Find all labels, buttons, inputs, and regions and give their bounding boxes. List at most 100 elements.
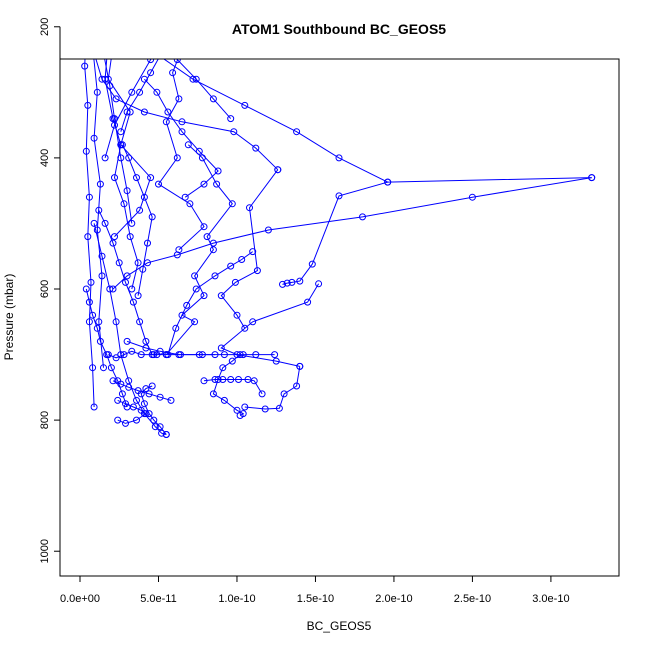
data-point bbox=[101, 50, 107, 56]
series-line bbox=[163, 59, 592, 183]
series-30 bbox=[118, 141, 156, 300]
data-point bbox=[128, 88, 136, 96]
data-point bbox=[134, 292, 142, 300]
data-point bbox=[122, 278, 129, 286]
data-point bbox=[110, 43, 116, 49]
data-point bbox=[147, 59, 155, 64]
data-point bbox=[228, 357, 236, 365]
series-line bbox=[175, 59, 232, 119]
data-point bbox=[115, 259, 123, 267]
data-point bbox=[100, 364, 107, 372]
data-point bbox=[192, 75, 200, 83]
y-tick-label: 400 bbox=[39, 149, 51, 167]
data-point bbox=[241, 101, 249, 109]
series-15 bbox=[90, 59, 107, 372]
data-point bbox=[181, 193, 189, 201]
data-point bbox=[249, 248, 257, 256]
data-point bbox=[233, 406, 241, 414]
data-point bbox=[252, 351, 260, 359]
series-line bbox=[220, 169, 279, 329]
data-point bbox=[118, 390, 126, 398]
data-point bbox=[123, 337, 131, 345]
series-16 bbox=[140, 75, 222, 201]
data-point bbox=[93, 88, 101, 96]
data-point bbox=[236, 412, 244, 419]
data-point bbox=[198, 154, 206, 162]
data-point bbox=[220, 396, 228, 404]
series-14 bbox=[81, 59, 98, 411]
data-point bbox=[121, 0, 127, 4]
data-point bbox=[315, 280, 323, 288]
series-line bbox=[85, 288, 128, 408]
data-point bbox=[84, 101, 92, 109]
series-line bbox=[104, 59, 139, 290]
data-point bbox=[140, 108, 148, 116]
data-point bbox=[96, 180, 104, 188]
data-point bbox=[111, 233, 118, 241]
data-point bbox=[128, 347, 136, 355]
data-point bbox=[211, 351, 219, 359]
data-point bbox=[91, 50, 97, 56]
data-point bbox=[136, 88, 144, 96]
data-point bbox=[171, 24, 177, 30]
data-point bbox=[112, 7, 118, 13]
y-tick-label: 600 bbox=[39, 280, 51, 298]
series-9 bbox=[209, 351, 247, 419]
data-point bbox=[111, 121, 118, 129]
data-point bbox=[252, 144, 260, 152]
data-point bbox=[293, 382, 301, 390]
data-point bbox=[209, 390, 217, 398]
x-axis-label: BC_GEOS5 bbox=[307, 619, 372, 633]
data-point bbox=[304, 298, 312, 306]
data-point bbox=[98, 272, 106, 280]
data-point bbox=[123, 108, 131, 116]
data-point bbox=[293, 128, 301, 136]
data-point bbox=[84, 233, 92, 241]
data-point bbox=[148, 382, 156, 390]
x-tick-label: 2.0e-10 bbox=[375, 593, 412, 605]
data-point bbox=[152, 50, 158, 56]
series-8 bbox=[241, 362, 304, 413]
data-point bbox=[114, 416, 122, 424]
data-point bbox=[235, 376, 242, 383]
data-point bbox=[159, 50, 165, 56]
series-24 bbox=[101, 50, 136, 227]
data-point bbox=[96, 17, 102, 23]
y-tick-label: 800 bbox=[39, 411, 51, 429]
plot-frame bbox=[59, 58, 620, 577]
data-point bbox=[122, 400, 129, 408]
data-point bbox=[195, 147, 203, 155]
series-line bbox=[212, 354, 245, 416]
data-point bbox=[133, 416, 140, 424]
data-point bbox=[95, 206, 103, 214]
data-point bbox=[183, 301, 191, 309]
data-point bbox=[89, 364, 97, 372]
data-point bbox=[125, 154, 133, 162]
data-point bbox=[227, 262, 235, 270]
data-point bbox=[82, 147, 90, 155]
data-point bbox=[81, 62, 89, 70]
data-point bbox=[162, 431, 170, 438]
data-point bbox=[241, 324, 249, 332]
data-point bbox=[98, 252, 106, 260]
data-point bbox=[134, 30, 140, 36]
data-point bbox=[85, 298, 93, 306]
data-point bbox=[468, 193, 476, 201]
plot-area bbox=[81, 0, 596, 438]
series-6 bbox=[217, 166, 282, 332]
data-point bbox=[253, 267, 261, 275]
data-point bbox=[147, 69, 155, 77]
series-line bbox=[95, 59, 279, 171]
data-point bbox=[213, 180, 221, 188]
y-axis-label: Pressure (mbar) bbox=[2, 274, 16, 361]
data-point bbox=[89, 311, 97, 319]
data-point bbox=[177, 351, 184, 359]
data-point bbox=[219, 364, 227, 372]
data-point bbox=[109, 239, 117, 247]
x-tick-label: 5.0e-11 bbox=[140, 593, 177, 605]
data-point bbox=[86, 24, 92, 30]
series-27 bbox=[101, 24, 177, 162]
data-point bbox=[90, 219, 98, 227]
x-axis: 0.0e+00 5.0e-11 1.0e-10 1.5e-10 2.0e-10 2.5e-… bbox=[60, 575, 570, 605]
data-point bbox=[200, 377, 208, 385]
